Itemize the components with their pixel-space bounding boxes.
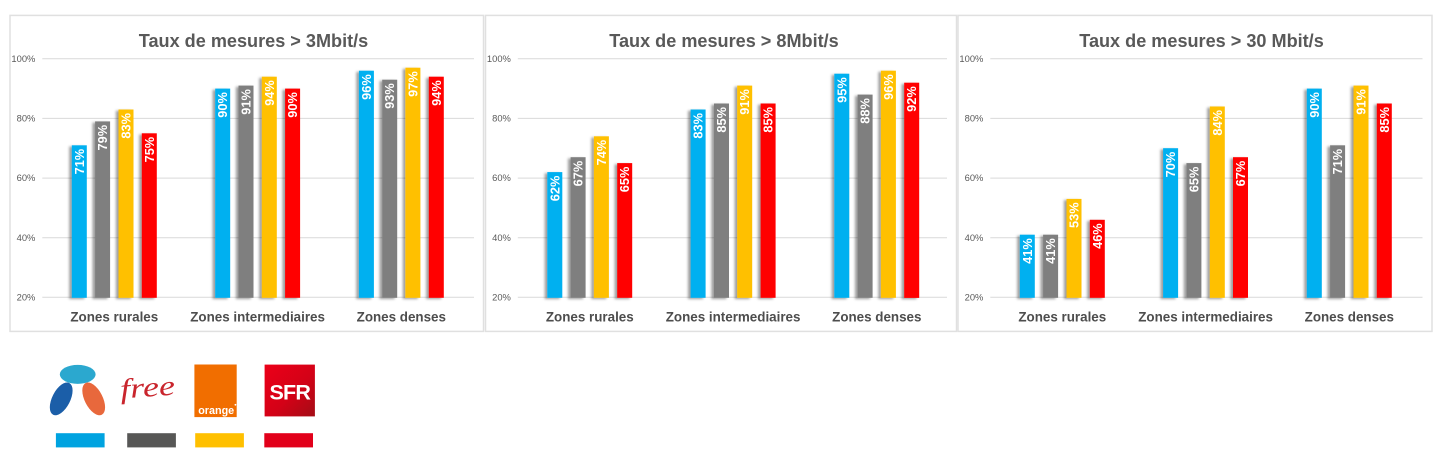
svg-text:100%: 100% [487,53,511,64]
svg-text:74%: 74% [594,139,609,165]
svg-text:orange: orange [198,405,234,417]
svg-text:94%: 94% [429,80,444,106]
svg-text:Zones denses: Zones denses [832,310,921,325]
svg-text:60%: 60% [492,172,511,183]
svg-text:SFR: SFR [269,381,311,405]
svg-text:Taux de mesures > 3Mbit/s: Taux de mesures > 3Mbit/s [139,31,368,51]
svg-text:85%: 85% [1377,106,1392,132]
svg-text:70%: 70% [1163,151,1178,177]
svg-text:65%: 65% [1186,166,1201,192]
svg-text:71%: 71% [1330,148,1345,174]
svg-text:80%: 80% [17,113,36,124]
svg-text:83%: 83% [691,112,706,138]
svg-text:92%: 92% [904,86,919,112]
svg-text:67%: 67% [571,160,586,186]
svg-text:20%: 20% [17,292,36,303]
svg-text:100%: 100% [11,53,35,64]
svg-text:20%: 20% [492,292,511,303]
svg-text:88%: 88% [858,97,873,123]
svg-text:Zones denses: Zones denses [357,310,446,325]
svg-text:67%: 67% [1233,160,1248,186]
svg-text:Zones rurales: Zones rurales [70,310,158,325]
svg-text:95%: 95% [834,77,849,103]
svg-text:Zones intermediaires: Zones intermediaires [1138,310,1273,325]
svg-text:41%: 41% [1020,238,1035,264]
svg-text:94%: 94% [262,80,277,106]
svg-text:60%: 60% [17,172,36,183]
svg-text:Zones intermediaires: Zones intermediaires [190,310,325,325]
svg-text:41%: 41% [1043,238,1058,264]
svg-text:40%: 40% [17,232,36,243]
svg-text:free: free [119,370,176,405]
svg-text:80%: 80% [965,113,984,124]
svg-text:Zones rurales: Zones rurales [1018,310,1106,325]
svg-text:Zones intermediaires: Zones intermediaires [666,310,801,325]
svg-text:40%: 40% [965,232,984,243]
svg-text:96%: 96% [359,74,374,100]
svg-text:71%: 71% [72,148,87,174]
svg-text:65%: 65% [617,166,632,192]
svg-text:Zones denses: Zones denses [1305,310,1394,325]
svg-text:90%: 90% [1307,91,1322,117]
svg-text:84%: 84% [1210,109,1225,135]
svg-text:90%: 90% [215,91,230,117]
svg-text:93%: 93% [382,83,397,109]
svg-text:79%: 79% [95,124,110,150]
svg-text:91%: 91% [239,88,254,114]
svg-text:91%: 91% [1354,88,1369,114]
svg-text:100%: 100% [959,53,983,64]
svg-text:60%: 60% [965,172,984,183]
svg-text:40%: 40% [492,232,511,243]
svg-text:80%: 80% [492,113,511,124]
svg-text:97%: 97% [405,71,420,97]
svg-text:Taux de mesures > 30 Mbit/s: Taux de mesures > 30 Mbit/s [1079,31,1324,51]
svg-text:85%: 85% [714,106,729,132]
svg-text:62%: 62% [547,175,562,201]
svg-text:91%: 91% [737,88,752,114]
svg-text:85%: 85% [761,106,776,132]
svg-text:Taux de mesures > 8Mbit/s: Taux de mesures > 8Mbit/s [609,31,838,51]
svg-text:Zones rurales: Zones rurales [546,310,634,325]
svg-text:53%: 53% [1067,202,1082,228]
svg-text:90%: 90% [285,91,300,117]
svg-text:20%: 20% [965,292,984,303]
svg-text:75%: 75% [142,136,157,162]
svg-text:46%: 46% [1090,223,1105,249]
svg-text:96%: 96% [881,74,896,100]
svg-text:83%: 83% [118,112,133,138]
